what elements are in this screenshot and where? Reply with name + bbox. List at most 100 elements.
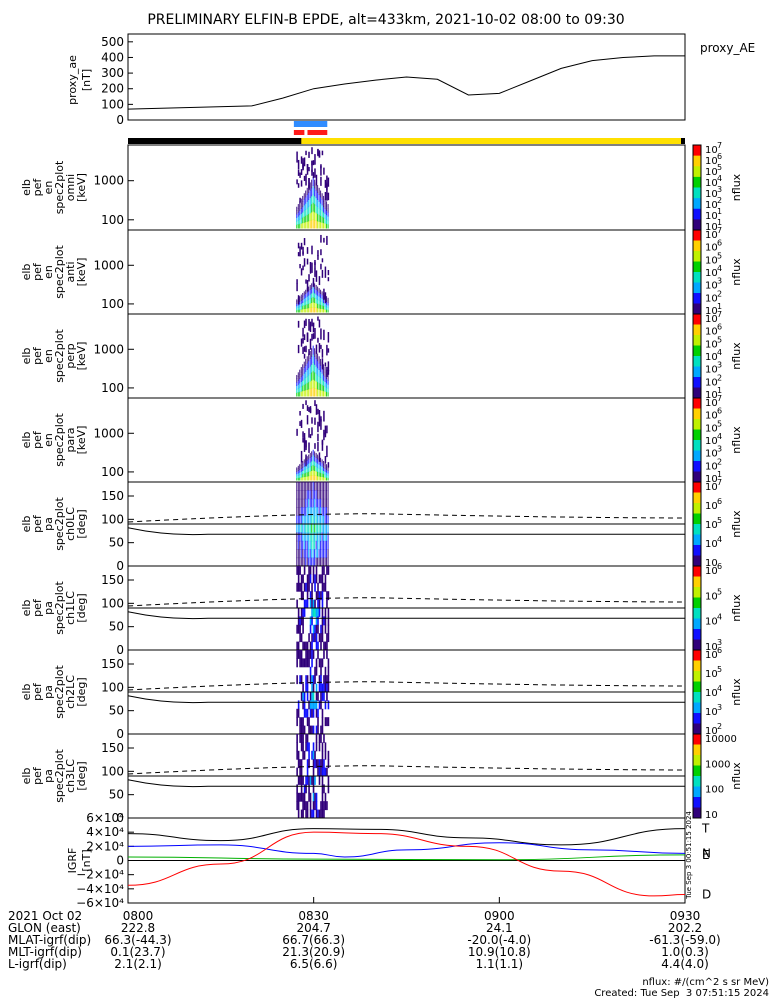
spectrogram-cell — [327, 498, 329, 508]
spectrogram-cell — [308, 725, 310, 735]
spectrogram-speck — [299, 421, 301, 426]
panel-ylabel-4: ch3LC — [64, 759, 77, 793]
colorbar-cell — [693, 574, 701, 577]
orbit-value: 202.2 — [668, 921, 702, 935]
spectrogram-cell — [309, 284, 311, 290]
spectrogram-cell — [317, 290, 319, 296]
spectrogram-cell — [296, 210, 298, 215]
spectrogram-cell — [302, 299, 304, 303]
spectrogram-cell — [299, 624, 301, 634]
spectrogram-cell — [302, 683, 304, 693]
spectrogram-cell — [312, 291, 314, 298]
spectrogram-cell — [309, 289, 311, 295]
spectrogram-speck — [305, 150, 307, 156]
spectrogram-cell — [300, 759, 303, 769]
spectrogram-cell — [309, 532, 311, 542]
spectrogram-speck — [311, 245, 313, 255]
spectrogram-cell — [321, 301, 323, 306]
colorbar-cell — [693, 532, 701, 535]
colorbar-tick-exp: 1 — [717, 386, 722, 395]
colorbar-tick-exp: 7 — [717, 478, 722, 487]
colorbar-tick-exp: 6 — [717, 646, 722, 655]
colorbar-cell — [693, 736, 701, 739]
spectrogram-cell — [296, 307, 298, 311]
spectrogram-cell — [296, 742, 298, 752]
spectrogram-cell — [308, 286, 310, 292]
colorbar-cell — [693, 293, 701, 296]
orbit-value: 0830 — [298, 909, 329, 923]
spectrogram-cell — [306, 296, 308, 301]
spectrogram-cell — [306, 304, 308, 309]
spectrogram-cell — [312, 464, 314, 471]
spectrogram-cell — [303, 700, 306, 710]
spectrogram-cell — [302, 734, 304, 743]
colorbar-cell — [693, 170, 701, 174]
spectrogram-speck — [317, 337, 319, 343]
spectrogram-cell — [324, 366, 326, 373]
spectrogram-cell — [315, 524, 317, 533]
spectrogram-cell — [321, 801, 324, 811]
spectrogram-cell — [311, 725, 313, 735]
colorbar-cell — [693, 151, 701, 154]
spectrogram-cell — [303, 204, 305, 212]
spectrogram-cell — [314, 498, 316, 508]
colorbar-cell — [693, 223, 701, 227]
spectrogram-speck — [318, 319, 321, 328]
spectrogram-cell — [296, 224, 298, 229]
spectrogram-cell — [303, 199, 305, 206]
colorbar-cell — [693, 280, 701, 283]
colorbar-tick-label: 10 — [705, 377, 718, 388]
spectrogram-cell — [303, 549, 305, 559]
spectrogram-cell — [303, 540, 305, 550]
spectrogram-speck — [303, 320, 306, 329]
spectrogram-cell — [303, 524, 305, 533]
proxy-ae-frame — [127, 33, 686, 121]
colorbar-cell — [693, 652, 701, 655]
colorbar-cell — [693, 364, 701, 367]
spectrogram-cell — [318, 194, 320, 202]
colorbar-cell — [693, 374, 701, 378]
spectrogram-cell — [303, 193, 305, 200]
spectrogram-cell — [299, 658, 301, 668]
spectrogram-cell — [305, 658, 307, 668]
spectrogram-cell — [314, 460, 316, 467]
colorbar-cell — [693, 284, 701, 288]
spectrogram-cell — [321, 476, 323, 481]
spectrogram-cell — [299, 633, 301, 643]
spectrogram-cell — [303, 792, 306, 802]
spectrogram-cell — [318, 476, 320, 481]
spectrogram-speck — [303, 157, 306, 167]
spectrogram-cell — [324, 742, 327, 752]
colorbar-cell — [693, 412, 701, 416]
spectrogram-cell — [320, 389, 322, 397]
panel-ylabel-5: [keV] — [75, 173, 88, 202]
spectrogram-speck — [296, 279, 298, 284]
colorbar-cell — [693, 551, 701, 554]
spectrogram-cell — [315, 470, 317, 476]
spectrogram-cell — [317, 708, 319, 718]
spectrogram-cell — [318, 389, 320, 397]
spectrogram-speck — [318, 410, 321, 421]
spectrogram-cell — [303, 708, 306, 718]
spectrogram-cell — [315, 692, 318, 701]
spectrogram-cell — [309, 557, 311, 567]
spectrogram-cell — [309, 591, 312, 601]
spectrogram-cell — [323, 299, 325, 303]
spectrogram-cell — [303, 301, 305, 306]
spectrogram-cell — [318, 515, 320, 525]
igrf-series-T — [127, 828, 686, 846]
colorbar-tick-exp: 6 — [717, 407, 722, 416]
spectrogram-cell — [311, 591, 313, 601]
colorbar-cell — [693, 295, 701, 298]
spectrogram-cell — [302, 692, 304, 701]
colorbar-cell — [693, 536, 701, 540]
spectrogram-cell — [321, 759, 324, 769]
spectrogram-cell — [327, 204, 329, 209]
spectrogram-cell — [299, 391, 301, 397]
spectrogram-cell — [320, 465, 322, 470]
panel-tick-label: 150 — [101, 489, 124, 503]
spectrogram-cell — [309, 302, 311, 308]
spectrogram-speck — [308, 167, 310, 172]
spectrogram-speck — [321, 349, 324, 358]
colorbar-tick-exp: 3 — [717, 638, 722, 647]
